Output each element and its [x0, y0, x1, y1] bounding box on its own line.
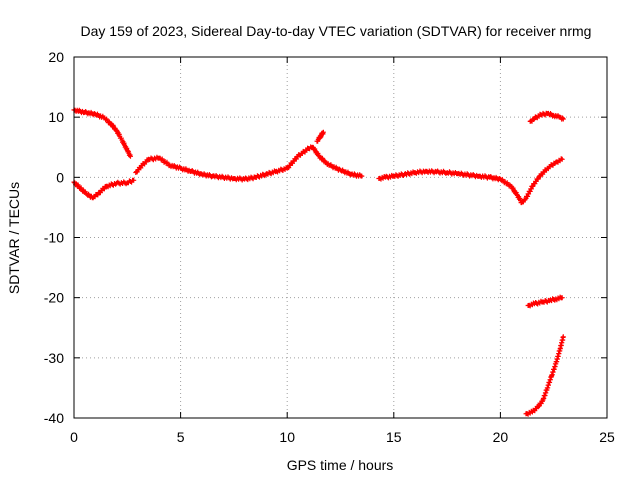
data-marker: [71, 177, 137, 201]
data-marker: [527, 110, 566, 124]
data-marker: [523, 334, 566, 417]
series-track-high-start: [71, 107, 133, 159]
plot-border: [73, 56, 608, 419]
series-track-low-start: [71, 177, 137, 201]
x-axis-label: GPS time / hours: [287, 457, 394, 473]
axis-ticks: 0 5 10 15 20 25 -40 -30 -20 -10 0 10 20: [44, 49, 615, 445]
y-tick-label: -40: [44, 410, 64, 426]
y-tick-label: -30: [44, 350, 64, 366]
x-tick-label: 20: [493, 429, 509, 445]
x-tick-label: 25: [599, 429, 615, 445]
data-points: [71, 107, 566, 417]
data-marker: [525, 294, 565, 309]
series-track-high-end: [527, 110, 566, 124]
x-tick-label: 5: [177, 429, 185, 445]
series-track-minus40: [523, 334, 566, 417]
y-tick-label: 0: [56, 169, 64, 185]
data-marker: [314, 129, 326, 144]
grid: [74, 57, 607, 418]
data-marker: [71, 107, 133, 159]
y-tick-label: -10: [44, 230, 64, 246]
y-axis-label: SDTVAR / TECUs: [6, 182, 22, 294]
y-tick-label: 20: [48, 49, 64, 65]
series-track-minus20: [525, 294, 565, 309]
y-tick-label: 10: [48, 109, 64, 125]
x-tick-label: 0: [70, 429, 78, 445]
x-tick-label: 15: [386, 429, 402, 445]
data-marker: [376, 156, 565, 206]
x-tick-label: 10: [279, 429, 295, 445]
series-track-spikes: [314, 129, 326, 144]
series-track-after-gap: [376, 156, 565, 206]
data-marker: [133, 144, 365, 183]
y-tick-label: -20: [44, 290, 64, 306]
series-track-main: [133, 144, 365, 183]
chart-title: Day 159 of 2023, Sidereal Day-to-day VTE…: [81, 23, 592, 39]
